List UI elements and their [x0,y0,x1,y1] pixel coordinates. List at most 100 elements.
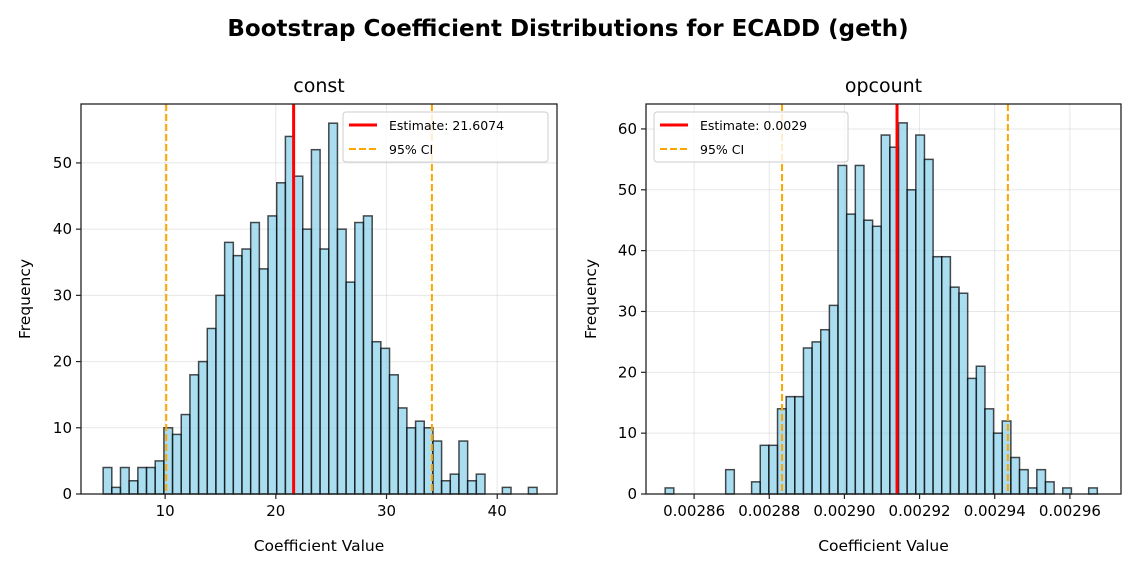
subplot-const: 10 20 30 40 0 10 20 30 40 50 const Coefficient Valu… [16,75,558,555]
histogram-bar [759,444,770,495]
y-tick-label: 40 [618,242,637,260]
histogram-bar [241,248,252,495]
histogram-bar [768,444,779,495]
histogram-bar [163,427,174,495]
histogram-bar [501,486,512,495]
histogram-bar [1001,420,1012,495]
axes-frame [645,103,1122,495]
figure-title: Bootstrap Coefficient Distributions for … [227,16,908,42]
histogram-bar [923,158,934,495]
histogram-bar [880,134,891,495]
histogram-bar [223,241,235,495]
histogram-bar [414,420,426,495]
y-axis-label: Frequency [16,259,34,339]
histogram-bar [1062,487,1073,495]
subplot-opcount: 0.00286 0.00288 0.00290 0.00292 0.00294 0.002… [582,75,1122,555]
y-tick-label: 50 [618,181,637,199]
x-tick-label: 0.00296 [1039,502,1101,520]
histogram-bar [215,294,226,495]
x-tick-label: 40 [488,502,507,520]
histogram-bar [354,221,365,495]
x-tick-label: 30 [377,502,396,520]
y-tick-label: 30 [618,302,637,320]
histogram-bar [189,374,200,495]
histogram-bar [863,219,874,495]
histogram-bar [1036,468,1047,495]
histogram-bar [984,408,995,495]
y-tick-label: 20 [618,363,637,381]
legend-estimate-label: Estimate: 21.6074 [389,118,504,133]
histogram-bar [1044,481,1055,495]
histogram-bar [940,255,952,495]
legend-box [342,111,549,163]
histogram-bar [811,341,822,495]
legend-ci-label: 95% CI [389,142,433,157]
legend-ci-label: 95% CI [700,142,744,157]
histogram-bar [406,427,417,495]
histogram-bar [854,164,865,495]
histogram-bar [293,175,304,495]
subplot-title: opcount [845,75,922,97]
y-tick-label: 0 [627,485,637,503]
histogram-bar [180,413,191,495]
histogram-bar [258,268,269,495]
y-tick-label: 20 [53,353,72,371]
histogram-bar [362,215,373,495]
histogram-bar [845,213,857,495]
histogram-bar [171,433,182,495]
histogram-bar [724,468,736,495]
histogram-bar [197,360,209,495]
histogram-bar [319,248,330,495]
histogram-bar [371,340,382,495]
histogram-bar [145,466,156,495]
histogram-bar [828,304,839,495]
histogram-bar [527,486,538,495]
histogram-bar [949,286,960,495]
histogram-bar [1087,487,1099,495]
histogram-bar [388,374,399,495]
histogram-bar [975,365,986,495]
histogram-bar [128,480,139,495]
histogram-bar [819,328,831,495]
axes-frame [80,103,558,495]
histogram-bar [466,480,478,495]
x-tick-label: 0.00294 [964,502,1026,520]
histogram-bar [102,466,113,495]
histogram-bar [958,292,969,495]
histogram-bar [966,377,978,495]
histogram-bar [906,189,917,495]
subplot-title: const [293,75,344,97]
histogram-bar [137,466,148,495]
y-tick-label: 10 [618,424,637,442]
x-tick-label: 20 [266,502,285,520]
histogram-bar [871,225,882,495]
histogram-bar [785,395,796,495]
histogram-bar [897,122,908,495]
histogram-bar [1027,487,1038,495]
y-tick-label: 0 [62,485,72,503]
histogram-bar [776,408,787,495]
y-tick-label: 60 [618,120,637,138]
legend-box [653,111,849,163]
histogram-bar [432,440,443,495]
histogram-bar [336,228,347,495]
x-tick-label: 10 [156,502,175,520]
legend-estimate-label: Estimate: 0.0029 [700,118,807,133]
histogram-bar [119,466,130,495]
histogram-bar [837,164,848,495]
histogram-bar [380,347,391,495]
histogram-bar [802,347,813,495]
histogram-bar [664,487,675,495]
histogram-bar [458,440,469,495]
histogram-bar [397,407,408,495]
legend: Estimate: 21.6074 95% CI [342,111,549,163]
x-tick-label: 0.00292 [889,502,951,520]
histogram-bar [154,460,165,495]
histogram-bar [267,215,278,495]
y-tick-label: 10 [53,419,72,437]
histogram-bar [232,254,243,495]
x-axis-label: Coefficient Value [818,537,949,555]
y-tick-label: 40 [53,220,72,238]
legend: Estimate: 0.0029 95% CI [653,111,849,163]
